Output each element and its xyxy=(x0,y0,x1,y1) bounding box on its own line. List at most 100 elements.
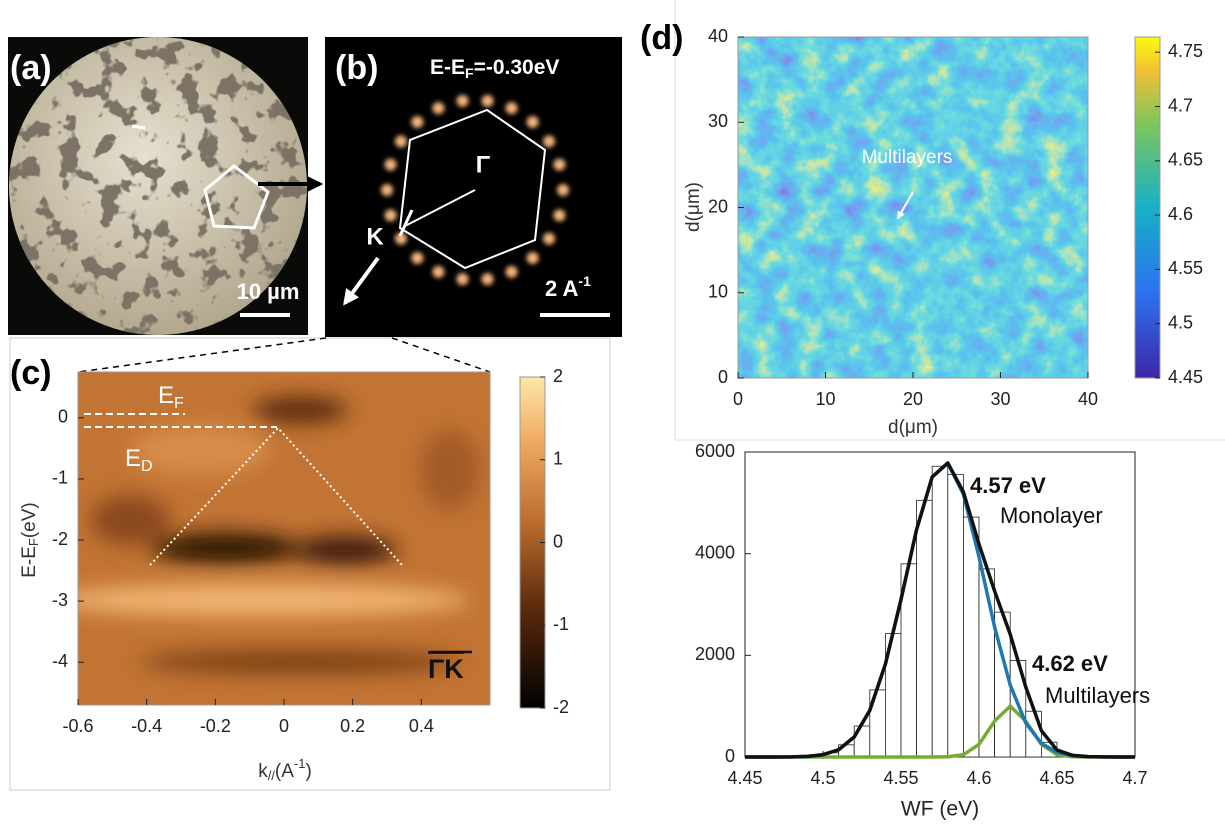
text: F xyxy=(26,538,41,546)
fit-line xyxy=(745,461,1135,759)
x-tick-label: -0.2 xyxy=(200,716,231,736)
text: F xyxy=(465,65,474,81)
x-tick-label: 0 xyxy=(279,716,289,736)
panel-label: (d) xyxy=(640,19,683,57)
ring-spot xyxy=(526,252,539,265)
x-tick-label: -0.4 xyxy=(131,716,162,736)
ring-spot xyxy=(543,135,556,148)
text: // xyxy=(268,768,276,783)
bar xyxy=(916,499,933,758)
x-tick-label: 10 xyxy=(815,389,835,409)
y-tick-label: -4 xyxy=(52,651,68,671)
text: -1 xyxy=(294,756,306,771)
ring-spot xyxy=(384,158,397,171)
x-tick-label: 20 xyxy=(903,389,923,409)
ring-spot xyxy=(456,273,469,286)
colorbar-tick-label: 4.45 xyxy=(1168,367,1203,387)
x-tick-label: 0.2 xyxy=(340,716,365,736)
colorbar-tick-label: 1 xyxy=(553,449,563,469)
text: ) xyxy=(305,761,311,782)
brillouin-zone xyxy=(398,108,547,270)
x-tick-label: 0.4 xyxy=(409,716,434,736)
colorbar-tick-label: 4.75 xyxy=(1168,41,1203,61)
text: (A xyxy=(275,761,294,782)
peak-value: 4.62 eV xyxy=(1032,651,1108,676)
text: k xyxy=(258,761,268,782)
colorbar xyxy=(1134,36,1161,379)
ring-spot xyxy=(505,102,518,115)
zoom-line xyxy=(77,337,327,373)
ring-spot xyxy=(432,265,445,278)
ring-spot xyxy=(384,209,397,222)
x-tick-label: -0.6 xyxy=(62,716,93,736)
x-axis-label: d(μm) xyxy=(888,417,938,438)
colorbar-tick-label: 2 xyxy=(553,366,563,386)
x-tick-label: 4.45 xyxy=(727,768,762,788)
y-tick-label: 4000 xyxy=(695,542,735,562)
panel-label: (c) xyxy=(10,354,52,392)
k-label: K xyxy=(366,223,384,250)
x-tick-label: 30 xyxy=(990,389,1010,409)
arpes-map xyxy=(325,37,622,337)
y-tick-label: -2 xyxy=(52,529,68,549)
ring-spot xyxy=(481,94,494,107)
arrow xyxy=(343,256,380,306)
micrograph xyxy=(9,37,307,335)
y-tick-label: 30 xyxy=(708,111,728,131)
text: E-E xyxy=(19,546,40,578)
y-tick-label: 0 xyxy=(718,367,728,387)
x-tick-label: 0 xyxy=(733,389,743,409)
x-tick-label: 40 xyxy=(1078,389,1098,409)
text: E-E xyxy=(430,56,465,79)
text: D xyxy=(141,458,153,475)
ring-spot xyxy=(456,94,469,107)
y-tick-label: 0 xyxy=(58,407,68,427)
bar xyxy=(947,473,964,758)
direction-label: ΓK xyxy=(428,654,464,684)
bar xyxy=(931,465,949,758)
text: 2 A xyxy=(545,276,579,301)
colorbar-tick-label: 4.5 xyxy=(1168,312,1193,332)
y-tick-label: 6000 xyxy=(695,441,735,461)
scale-label: 10 µm xyxy=(237,279,300,304)
k-mark xyxy=(398,209,414,237)
y-axis-label: d(μm) xyxy=(683,182,704,232)
peak-value: 4.57 eV xyxy=(970,473,1046,498)
colorbar-tick-label: 4.6 xyxy=(1168,204,1193,224)
x-tick-label: 4.65 xyxy=(1039,768,1074,788)
selection-pentagon xyxy=(203,164,270,230)
peak-name: Multilayers xyxy=(1045,683,1150,708)
fermi-label: EF xyxy=(158,382,184,412)
ring-spot xyxy=(505,265,518,278)
y-axis-label: E-EF(eV) xyxy=(19,502,41,578)
ring-spot xyxy=(553,209,566,222)
ring-spot xyxy=(553,158,566,171)
arrow xyxy=(897,191,914,220)
scale-label: 2 A-1 xyxy=(545,273,591,301)
x-tick-label: 4.6 xyxy=(966,768,991,788)
panel-label: (a) xyxy=(10,49,52,87)
panel-label: (b) xyxy=(335,49,378,87)
ring-spot xyxy=(394,135,407,148)
text: (eV) xyxy=(19,502,40,538)
y-tick-label: 20 xyxy=(708,196,728,216)
highlight xyxy=(131,124,146,130)
colorbar-tick-label: 0 xyxy=(553,531,563,551)
y-tick-label: 2000 xyxy=(695,644,735,664)
text: -1 xyxy=(578,273,591,289)
dispersion-guide xyxy=(149,426,403,566)
ring-spot xyxy=(481,273,494,286)
colorbar-tick-label: 4.7 xyxy=(1168,95,1193,115)
y-tick-label: -3 xyxy=(52,590,68,610)
x-tick-label: 4.55 xyxy=(883,768,918,788)
ring-spot xyxy=(381,184,393,196)
gamma-k-line xyxy=(404,189,476,227)
x-axis-label: k//(A-1) xyxy=(258,756,312,783)
text: E xyxy=(158,382,174,409)
x-axis-label: WF (eV) xyxy=(901,798,979,821)
dirac-label: ED xyxy=(125,445,153,475)
y-tick-label: -1 xyxy=(52,468,68,488)
text: =-0.30eV xyxy=(474,56,560,79)
colorbar-tick-label: -1 xyxy=(553,614,569,634)
